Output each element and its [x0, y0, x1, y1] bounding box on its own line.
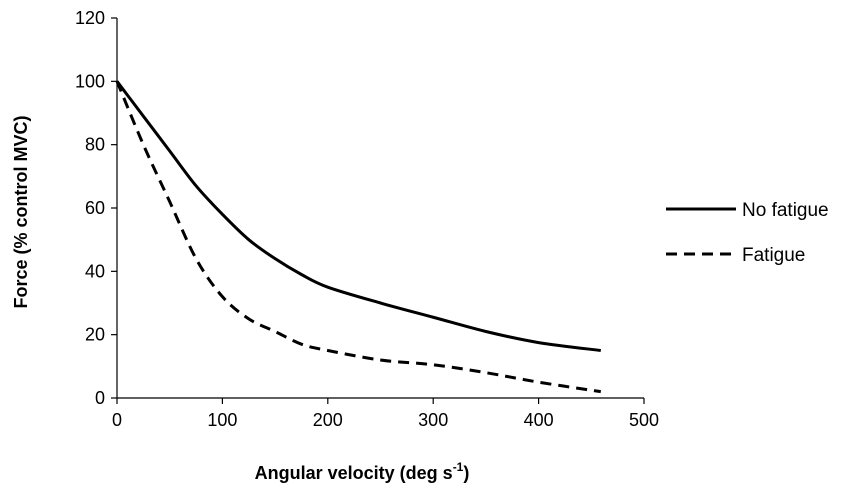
x-tick-label: 0 [112, 410, 122, 430]
y-axis-title: Force (% control MVC) [11, 115, 31, 308]
y-tick-label: 100 [75, 71, 105, 91]
series-line-fatigue [115, 80, 602, 394]
y-tick-label: 120 [75, 8, 105, 28]
x-tick-label: 100 [207, 410, 237, 430]
x-ticks: 0 100 200 300 400 500 [112, 398, 659, 430]
y-tick-label: 0 [95, 388, 105, 408]
legend: No fatigue Fatigue [666, 200, 829, 266]
x-tick-label: 500 [629, 410, 659, 430]
x-axis-title-main: Angular velocity (deg s [255, 463, 453, 483]
legend-label-no-fatigue: No fatigue [742, 200, 829, 221]
axes [116, 18, 644, 399]
x-axis-title: Angular velocity (deg s-1) [255, 460, 470, 483]
series-line-no-fatigue [115, 80, 601, 352]
y-tick-label: 60 [85, 198, 105, 218]
y-tick-label: 40 [85, 261, 105, 281]
x-tick-label: 400 [524, 410, 554, 430]
y-tick-label: 20 [85, 325, 105, 345]
legend-label-fatigue: Fatigue [742, 245, 805, 266]
y-tick-label: 80 [85, 135, 105, 155]
x-tick-label: 200 [313, 410, 343, 430]
series-lines [115, 80, 602, 394]
x-tick-label: 300 [418, 410, 448, 430]
y-ticks: 0 20 40 60 80 100 120 [75, 8, 117, 408]
x-axis-title-suffix: ) [463, 463, 469, 483]
x-axis-title-superscript: -1 [453, 460, 464, 474]
